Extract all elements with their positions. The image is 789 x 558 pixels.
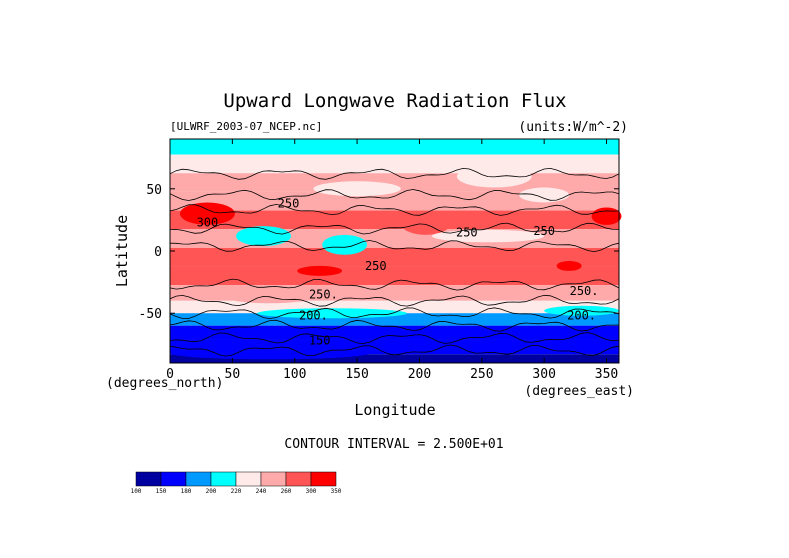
contour-line (169, 167, 620, 180)
y-tick-label: -50 (139, 307, 162, 322)
flux-patch (400, 212, 451, 235)
colorbar-swatch (260, 471, 287, 487)
contour-lines (169, 167, 620, 357)
flux-patch (236, 226, 291, 247)
contour-line (169, 294, 620, 307)
lat-band (170, 191, 619, 211)
contour-line (169, 319, 620, 332)
contour-label: 250. (570, 284, 599, 298)
flux-patch (322, 234, 368, 255)
x-tick-label: 200 (408, 367, 431, 382)
contour-label: 250 (365, 259, 387, 273)
colorbar-swatch (135, 471, 162, 487)
contour-label: 150 (309, 334, 331, 348)
lat-band (170, 154, 619, 174)
contour-interval-label: CONTOUR INTERVAL = 2.500E+01 (284, 437, 503, 452)
lat-band (170, 247, 619, 267)
colorbar-swatch (285, 471, 312, 487)
flux-patch (544, 305, 619, 316)
x-unit-note: (degrees_east) (524, 384, 634, 399)
colorbar-tick-label: 150 (156, 488, 167, 495)
contour-label: 250 (278, 197, 300, 211)
flux-patch (219, 285, 320, 304)
lat-band (170, 354, 619, 363)
lat-band (170, 325, 619, 340)
colorbar-tick-label: 300 (306, 488, 317, 495)
contour-labels: 250 300 250 250 250 250. 250. 200. 200. 150 (197, 197, 599, 348)
contour-label: 300 (197, 215, 219, 229)
x-tick-label: 50 (225, 367, 241, 382)
contour-label: 200. (567, 309, 596, 323)
colorbar: 100 150 180 200 220 240 260 300 350 (131, 471, 342, 495)
contour-line (169, 222, 620, 235)
colorbar-tick-label: 240 (256, 488, 267, 495)
x-tick-label: 150 (345, 367, 368, 382)
chart-title: Upward Longwave Radiation Flux (223, 90, 566, 112)
colorbar-tick-label: 350 (331, 488, 342, 495)
contour-line (169, 204, 620, 216)
source-file-label: [ULWRF_2003-07_NCEP.nc] (170, 120, 322, 133)
flux-patch (297, 265, 343, 276)
y-unit-note: (degrees_north) (106, 376, 223, 391)
x-axis-label: Longitude (354, 401, 435, 419)
colorbar-tick-label: 220 (231, 488, 242, 495)
x-tick-label: 0 (166, 367, 174, 382)
contour-line (169, 307, 620, 320)
x-tick-label: 250 (470, 367, 493, 382)
y-tick-label: 0 (154, 245, 162, 260)
contour-line (169, 332, 620, 345)
flux-patch (179, 202, 235, 225)
x-tick-label: 300 (532, 367, 555, 382)
contour-line (169, 189, 620, 201)
x-tick-label: 100 (283, 367, 306, 382)
x-tick-label: 350 (595, 367, 618, 382)
lat-band (170, 266, 619, 286)
flux-patch (456, 165, 532, 188)
flux-patch (431, 229, 545, 243)
colorbar-swatch (185, 471, 212, 487)
x-axis: 0 50 100 150 200 250 300 350 (166, 139, 618, 382)
map-area (170, 139, 619, 363)
contour-line (169, 278, 620, 291)
y-tick-label: 50 (146, 183, 162, 198)
y-axis: 50 0 -50 (139, 183, 619, 322)
contour-label: 250. (309, 288, 338, 302)
flux-patch (519, 187, 570, 203)
y-axis-label: Latitude (113, 215, 131, 287)
colorbar-swatch (235, 471, 262, 487)
colorbar-swatch (310, 471, 337, 487)
colorbar-tick-label: 200 (206, 488, 217, 495)
colorbar-swatch (210, 471, 237, 487)
contour-line (169, 240, 620, 253)
flux-patch (556, 260, 582, 271)
flux-patch (170, 346, 370, 360)
flux-patch (313, 181, 401, 197)
colorbar-tick-label: 100 (131, 488, 142, 495)
colorbar-tick-label: 180 (181, 488, 192, 495)
contour-label: 200. (299, 309, 328, 323)
colorbar-swatch (160, 471, 187, 487)
flux-patch (591, 207, 622, 225)
flux-patch (257, 308, 407, 319)
contour-line (169, 344, 620, 357)
lat-band (170, 210, 619, 230)
lat-band (170, 139, 619, 155)
units-label: (units:W/m^-2) (518, 120, 628, 135)
colorbar-tick-label: 260 (281, 488, 292, 495)
contour-label: 250 (456, 225, 478, 239)
contour-label: 250 (533, 224, 555, 238)
